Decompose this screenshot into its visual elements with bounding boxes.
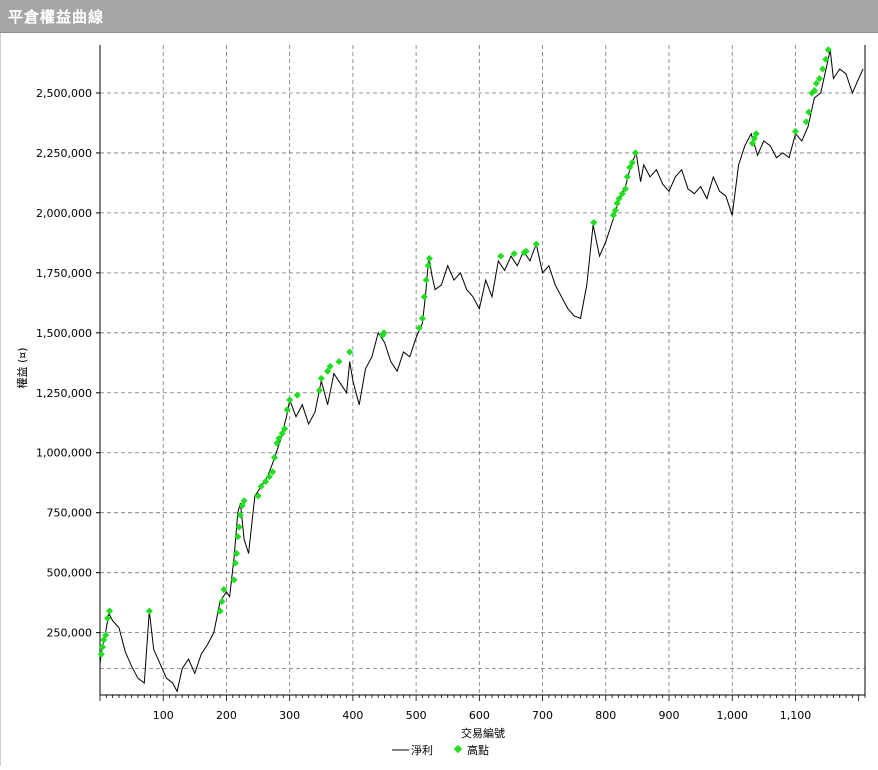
high-point-marker (618, 190, 626, 198)
high-point-marker (418, 314, 426, 322)
high-point-marker (281, 425, 289, 433)
high-point-marker (590, 218, 598, 227)
x-tick-label: 900 (659, 709, 680, 722)
high-point-marker (791, 127, 799, 135)
high-point-markers (97, 46, 832, 658)
high-point-marker (326, 362, 334, 370)
high-point-marker (628, 159, 636, 167)
legend-label-high: 高點 (467, 743, 489, 757)
high-point-marker (104, 614, 112, 622)
high-point-marker (621, 185, 629, 193)
high-point-marker (611, 206, 619, 215)
chart-title: 平倉權益曲線 (8, 8, 105, 26)
x-tick-label: 800 (595, 709, 616, 722)
high-point-marker (425, 254, 433, 263)
high-point-marker (97, 650, 105, 658)
high-point-marker (220, 585, 228, 594)
chart-area: 250,000 500,000 750,000 1,000,000 1,250,000 1… (0, 33, 878, 766)
high-point-marker (254, 492, 262, 500)
high-point-marker (262, 478, 270, 486)
high-point-marker (422, 276, 430, 284)
y-tick-label: 750,000 (47, 507, 93, 520)
high-point-marker (269, 468, 277, 476)
high-point-marker (522, 247, 530, 255)
high-point-marker (380, 329, 388, 337)
high-point-marker (102, 631, 110, 639)
high-point-marker (315, 386, 323, 394)
x-tick-label: 600 (469, 709, 490, 722)
x-tick-label: 500 (406, 709, 427, 722)
high-point-marker (105, 607, 114, 615)
y-tick-labels: 250,000 500,000 750,000 1,000,000 1,250,000 1… (36, 87, 92, 640)
high-point-marker (324, 367, 332, 375)
x-tick-label: 700 (532, 709, 553, 722)
x-tick-label: 200 (216, 709, 237, 722)
legend-marker-swatch (453, 744, 463, 754)
equity-curve-chart: 250,000 500,000 750,000 1,000,000 1,250,000 1… (15, 45, 866, 757)
high-point-marker (257, 482, 265, 490)
high-point-marker (278, 430, 286, 438)
high-point-marker (615, 194, 623, 203)
y-tick-label: 1,250,000 (36, 387, 92, 400)
x-tick-label: 300 (279, 709, 300, 722)
x-axis-label: 交易編號 (461, 726, 505, 740)
net-profit-line (99, 49, 864, 693)
y-tick-label: 2,500,000 (36, 87, 92, 100)
high-point-marker (631, 149, 640, 157)
y-tick-label: 2,250,000 (36, 147, 92, 160)
high-point-marker (240, 497, 248, 505)
high-point-marker (497, 252, 505, 260)
y-axis-label: 權益 (¤) (15, 347, 29, 388)
high-point-marker (145, 607, 153, 615)
legend-label-net: 淨利 (411, 744, 433, 757)
axes (96, 45, 866, 701)
high-point-marker (317, 374, 325, 382)
x-tick-label: 400 (342, 709, 363, 722)
high-point-marker (532, 240, 540, 248)
y-tick-label: 250,000 (47, 627, 93, 640)
x-tick-label: 1,100 (780, 709, 812, 722)
high-point-marker (420, 293, 428, 301)
high-point-marker (293, 391, 301, 399)
x-tick-label: 100 (153, 709, 174, 722)
high-point-marker (286, 396, 294, 404)
high-point-marker (415, 324, 423, 332)
high-point-marker (335, 358, 343, 366)
y-tick-label: 1,750,000 (36, 267, 92, 280)
grid (100, 45, 865, 695)
y-tick-label: 2,000,000 (36, 207, 92, 220)
title-bar: 平倉權益曲線 (0, 0, 878, 33)
high-point-marker (623, 173, 631, 181)
high-point-marker (510, 250, 518, 258)
high-point-marker (230, 576, 238, 584)
x-tick-label: 1,000 (716, 709, 748, 722)
high-point-marker (265, 473, 273, 481)
high-point-marker (270, 453, 279, 462)
x-tick-labels: 100 200 300 400 500 600 700 800 900 1,000 1,100 (153, 709, 811, 722)
series (99, 49, 864, 693)
y-tick-label: 1,000,000 (36, 447, 92, 460)
high-point-marker (346, 348, 354, 356)
high-point-marker (283, 406, 291, 414)
legend: 淨利 高點 (392, 743, 489, 757)
high-point-marker (275, 434, 283, 442)
high-point-marker (805, 108, 813, 116)
y-tick-label: 500,000 (47, 567, 93, 580)
high-point-marker (424, 262, 432, 270)
high-point-marker (626, 163, 634, 171)
y-tick-label: 1,500,000 (36, 327, 92, 340)
high-point-marker (218, 597, 226, 606)
